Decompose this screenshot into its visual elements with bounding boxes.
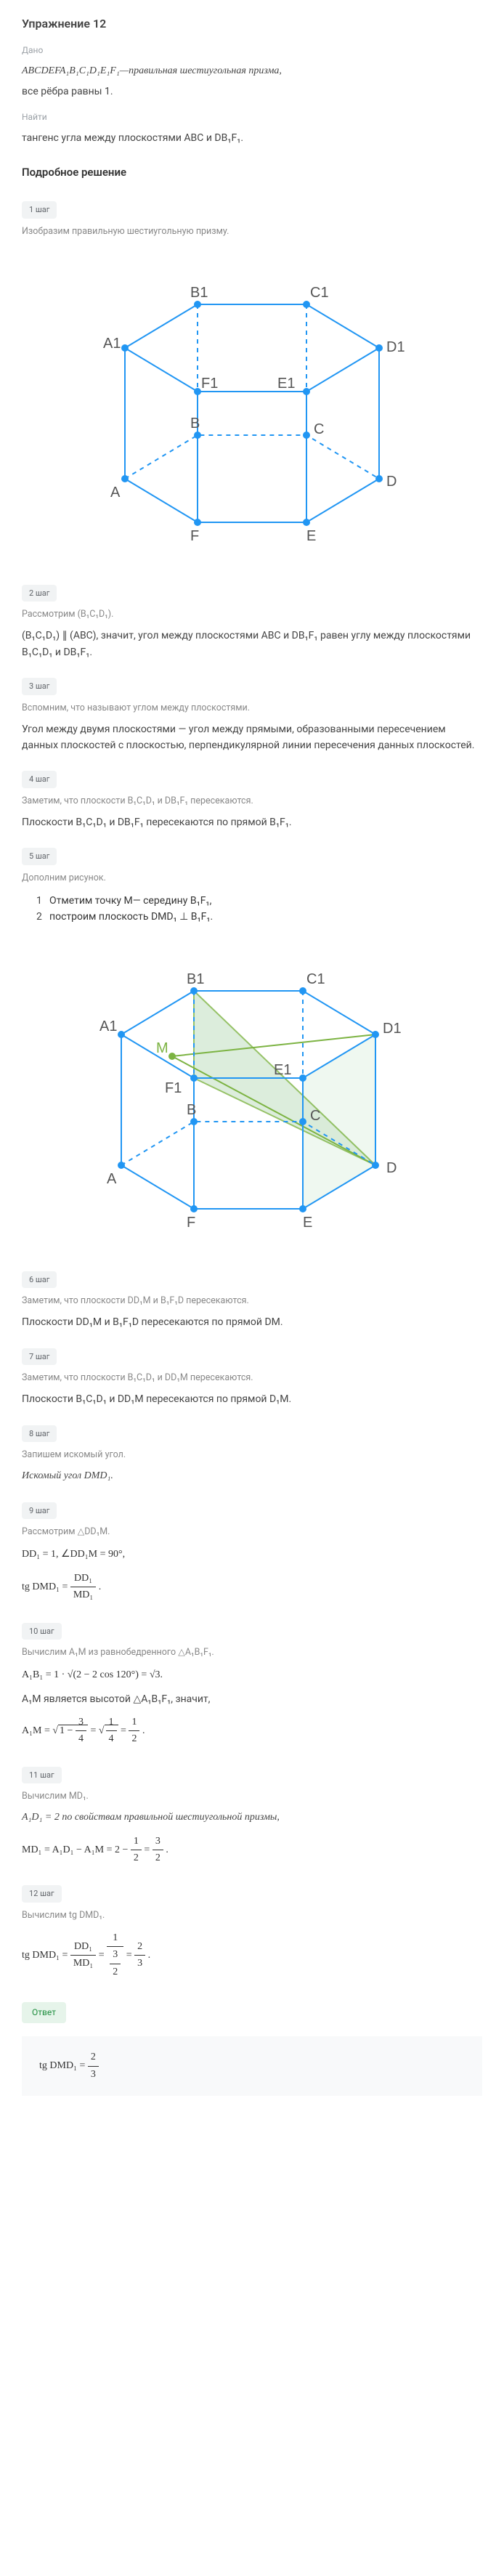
step-2-badge: 2 шаг: [22, 585, 57, 602]
step-10-line2: A₁M является высотой △A₁B₁F₁, значит,: [22, 1691, 482, 1707]
step-5-item1: Отметим точку M— середину B₁F₁,: [49, 895, 211, 907]
step-3-desc: Вспомним, что называют углом между плоск…: [22, 701, 482, 716]
step-6-badge: 6 шаг: [22, 1271, 57, 1289]
step-2-desc: Рассмотрим (B₁C₁D₁).: [22, 607, 482, 622]
svg-text:A1: A1: [99, 1018, 117, 1034]
svg-text:F1: F1: [165, 1080, 182, 1096]
step-6-desc: Заметим, что плоскости DD₁M и B₁F₁D пере…: [22, 1294, 482, 1308]
step-4-text: Плоскости B₁C₁D₁ и DB₁F₁ пересекаются по…: [22, 814, 482, 830]
step-1-desc: Изобразим правильную шестиугольную призм…: [22, 224, 482, 239]
step-10-line3: A₁M = √1 − 34 = √14 = 12 .: [22, 1714, 482, 1748]
step-1-badge: 1 шаг: [22, 201, 57, 219]
step-6-text: Плоскости DD₁M и B₁F₁D пересекаются по п…: [22, 1314, 482, 1330]
find-label: Найти: [22, 110, 482, 124]
given-prism: ABCDEFA₁B₁C₁D₁E₁F₁—правильная шестиуголь…: [22, 63, 482, 79]
svg-text:A: A: [107, 1171, 117, 1187]
step-5-item2: построим плоскость DMD₁ ⊥ B₁F₁.: [49, 911, 213, 923]
svg-text:E1: E1: [274, 1062, 291, 1078]
svg-text:C1: C1: [306, 971, 325, 987]
solution-title: Подробное решение: [22, 163, 482, 181]
step-5-badge: 5 шаг: [22, 848, 57, 865]
step-9-line1: DD₁ = 1, ∠DD₁M = 90°,: [22, 1547, 482, 1563]
step-10-line1: A₁B₁ = 1 · √(2 − 2 cos 120°) = √3.: [22, 1667, 482, 1683]
label-E: E: [306, 528, 316, 544]
svg-text:D: D: [386, 1160, 397, 1176]
exercise-title: Упражнение 12: [22, 15, 482, 33]
step-12-desc: Вычислим tg DMD₁.: [22, 1908, 482, 1923]
label-C1: C1: [310, 285, 329, 301]
label-F: F: [190, 528, 199, 544]
step-9-line2: tg DMD₁ = DD₁MD₁ .: [22, 1571, 482, 1604]
step-7-desc: Заметим, что плоскости B₁C₁D₁ и DD₁M пер…: [22, 1371, 482, 1385]
label-B: B: [190, 416, 200, 432]
step-11-desc: Вычислим MD₁.: [22, 1789, 482, 1804]
step-11-line1: A₁D₁ = 2 по свойствам правильной шестиуг…: [22, 1810, 482, 1826]
label-C: C: [314, 421, 324, 437]
find-text: тангенс угла между плоскостями ABC и DB₁…: [22, 130, 482, 146]
step-8-text: Искомый угол DMD₁.: [22, 1468, 482, 1484]
answer-label: Ответ: [22, 2002, 66, 2023]
svg-text:F: F: [187, 1215, 195, 1231]
svg-text:B: B: [187, 1102, 196, 1118]
svg-text:E: E: [303, 1215, 312, 1231]
step-4-badge: 4 шаг: [22, 771, 57, 788]
step-9-badge: 9 шаг: [22, 1502, 57, 1520]
step-10-desc: Вычислим A₁M из равнобедренного △A₁B₁F₁.: [22, 1645, 482, 1660]
prism-figure-1: A B C D E F A1 B1 C1 D1 E1 F1: [81, 254, 423, 559]
label-B1: B1: [190, 285, 208, 301]
label-E1: E1: [277, 376, 295, 392]
label-A1: A1: [103, 336, 121, 352]
step-12-eq: tg DMD₁ = DD₁MD₁ = 1 32 = 23 .: [22, 1930, 482, 1980]
prism-figure-2: A B C D E F A1 B1 C1 D1 E1 F1 M: [78, 940, 426, 1245]
step-10-badge: 10 шаг: [22, 1623, 62, 1640]
step-3-badge: 3 шаг: [22, 678, 57, 695]
step-12-badge: 12 шаг: [22, 1885, 62, 1903]
label-D: D: [386, 474, 397, 490]
svg-text:B1: B1: [187, 971, 204, 987]
label-M: M: [156, 1040, 168, 1056]
step-5-desc: Дополним рисунок.: [22, 871, 482, 886]
step-11-line2: MD₁ = A₁D₁ − A₁M = 2 − 12 = 32 .: [22, 1834, 482, 1867]
step-9-desc: Рассмотрим △DD₁M.: [22, 1525, 482, 1539]
step-2-text: (B₁C₁D₁) ∥ (ABC), значит, угол между пло…: [22, 628, 482, 660]
given-edges: все рёбра равны 1.: [22, 84, 482, 100]
label-A: A: [110, 485, 121, 501]
step-8-desc: Запишем искомый угол.: [22, 1448, 482, 1462]
step-4-desc: Заметим, что плоскости B₁C₁D₁ и DB₁F₁ пе…: [22, 794, 482, 809]
given-label: Дано: [22, 44, 482, 57]
step-3-text: Угол между двумя плоскостями — угол межд…: [22, 721, 482, 754]
step-7-text: Плоскости B₁C₁D₁ и DD₁M пересекаются по …: [22, 1391, 482, 1407]
label-F1: F1: [201, 376, 218, 392]
step-7-badge: 7 шаг: [22, 1348, 57, 1366]
label-D1: D1: [386, 339, 405, 355]
answer-box: tg DMD₁ = 23: [22, 2036, 482, 2096]
svg-text:D1: D1: [383, 1021, 402, 1037]
step-5-list: 1Отметим точку M— середину B₁F₁, 2постро…: [36, 893, 482, 926]
step-11-badge: 11 шаг: [22, 1767, 62, 1784]
svg-text:C: C: [310, 1108, 320, 1124]
step-8-badge: 8 шаг: [22, 1425, 57, 1443]
